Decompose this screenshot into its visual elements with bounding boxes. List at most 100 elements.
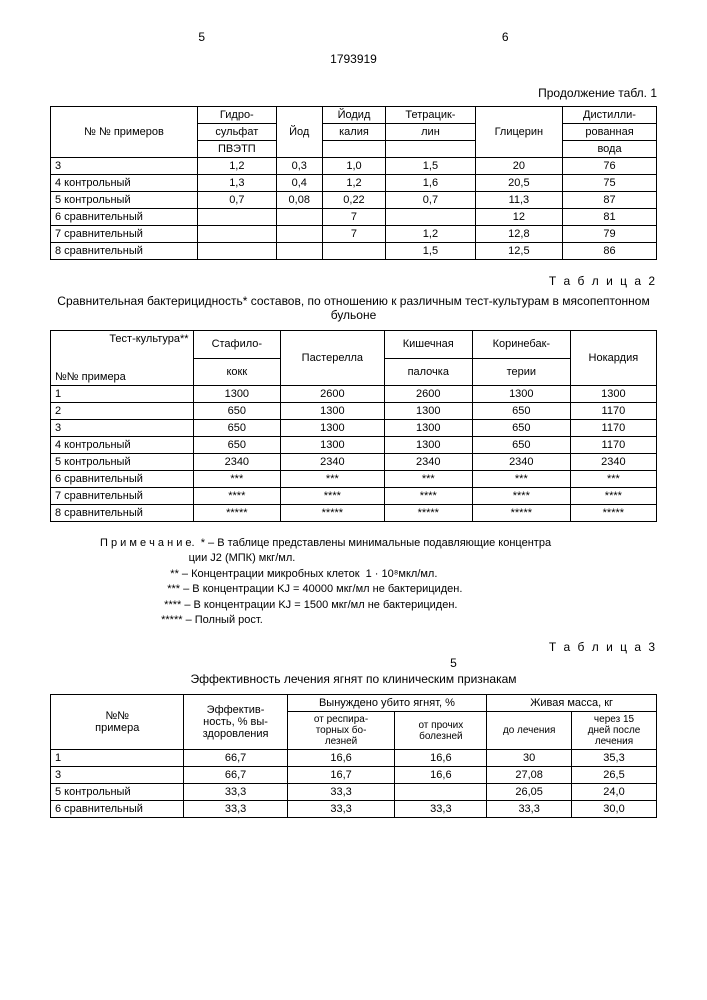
notes-block: П р и м е ч а н и е. * – В таблице предс… [100,536,657,628]
note-6: ***** – Полный рост. [100,613,657,628]
note-4: *** – В концентрации KJ = 40000 мкг/мл н… [100,582,657,597]
table-cell: 2600 [281,386,385,403]
table-cell: 16,6 [395,767,487,784]
table-row: 5 контрольный23402340234023402340 [51,454,657,471]
table-cell: 7 [322,209,385,226]
table-cell: 33,3 [184,784,287,801]
table-cell: ***** [570,505,656,522]
table1: № № примеров Гидро- Йод Йодид Тетрацик- … [50,106,657,260]
table-cell: 33,3 [487,801,572,818]
table-cell: 2340 [384,454,472,471]
table-cell: 5 контрольный [51,454,194,471]
t3-h-eff: Эффектив- ность, % вы- здоровления [184,695,287,750]
table-cell: 79 [563,226,657,243]
table-row: 5 контрольный33,333,326,0524,0 [51,784,657,801]
table-cell [276,226,322,243]
table-cell: 1170 [570,437,656,454]
t1-h-dist-b: рованная [563,124,657,141]
t2-h-past: Пастерелла [281,331,385,386]
table-cell: **** [570,488,656,505]
table-cell: 650 [193,403,281,420]
table-cell: 26,5 [572,767,657,784]
table2: Тест-культура** №№ примера Стафило- Паст… [50,330,657,522]
t3-h-after-b: дней после [588,725,641,736]
t1-h-tetra-a: Тетрацик- [386,107,476,124]
table-cell: 1300 [281,403,385,420]
t2-h-kish-a: Кишечная [384,331,472,359]
t3-h-eff-a: Эффектив- [207,704,265,716]
table-cell: 16,6 [395,750,487,767]
t2-diag-bot: №№ примера [55,371,126,383]
note-5: **** – В концентрации KJ = 1500 мкг/мл н… [100,598,657,613]
t2-h-korin-b: терии [472,358,570,386]
table-cell: 5 контрольный [51,784,184,801]
table-cell: 1300 [384,437,472,454]
t1-h-hydro-c: ПВЭТП [198,141,277,158]
table-cell: 0,22 [322,192,385,209]
table-cell: 66,7 [184,767,287,784]
t2-diag-top: Тест-культура** [109,333,188,345]
t2-h-diag: Тест-культура** №№ примера [51,331,194,386]
table-cell: 11,3 [475,192,562,209]
table-cell [395,784,487,801]
table-cell: 1,5 [386,243,476,260]
t3-h-num-a: №№ [105,710,129,722]
table-cell: 5 контрольный [51,192,198,209]
table-cell: **** [281,488,385,505]
page-num-right: 6 [502,30,509,44]
table-cell: 1 [51,750,184,767]
table-cell: 1300 [384,403,472,420]
table-row: 6 сравнительный*************** [51,471,657,488]
t1-h-hydro-a: Гидро- [198,107,277,124]
table-cell: 650 [472,420,570,437]
table-cell: 33,3 [287,784,395,801]
t3-h-killed: Вынуждено убито ягнят, % [287,695,487,712]
table-cell: 3 [51,420,194,437]
table-cell: ***** [281,505,385,522]
table-cell: 1170 [570,403,656,420]
table2-label: Т а б л и ц а 2 [50,274,657,288]
table-cell: 1,0 [322,158,385,175]
t1-h-hydro-b: сульфат [198,124,277,141]
table-cell: *** [384,471,472,488]
table-cell: 66,7 [184,750,287,767]
table-cell: 1,2 [322,175,385,192]
table-cell: 650 [193,437,281,454]
table-cell [276,209,322,226]
table-cell: 1,5 [386,158,476,175]
table-cell: 12 [475,209,562,226]
table-row: 3650130013006501170 [51,420,657,437]
t1-h-blank2 [386,141,476,158]
t1-h-tetra-b: лин [386,124,476,141]
note-1: П р и м е ч а н и е. * – В таблице предс… [100,536,657,551]
table-cell: 2340 [570,454,656,471]
t1-h-dist-c: вода [563,141,657,158]
t3-h-after-a: через 15 [594,714,634,725]
t2-h-staf-a: Стафило- [193,331,281,359]
table-cell: 75 [563,175,657,192]
table-cell: 12,8 [475,226,562,243]
table-cell [198,226,277,243]
table-row: 113002600260013001300 [51,386,657,403]
table-cell: 3 [51,158,198,175]
table-row: 31,20,31,01,52076 [51,158,657,175]
table-cell [322,243,385,260]
table-cell: 2340 [193,454,281,471]
table-cell: 1 [51,386,194,403]
table-cell: 1300 [281,437,385,454]
table-cell: 6 сравнительный [51,471,194,488]
table-cell: 87 [563,192,657,209]
table-row: 8 сравнительный************************* [51,505,657,522]
table-row: 4 контрольный650130013006501170 [51,437,657,454]
table-cell [386,209,476,226]
table3-small5: 5 [250,656,657,670]
table-cell: 1300 [281,420,385,437]
table-cell [198,209,277,226]
t3-h-resp: от респира- торных бо- лезней [287,712,395,750]
table-row: 7 сравнительный******************** [51,488,657,505]
table-row: 5 контрольный0,70,080,220,711,387 [51,192,657,209]
table-cell: 1300 [570,386,656,403]
t2-h-nok: Нокардия [570,331,656,386]
table-cell: 0,3 [276,158,322,175]
table-cell: 1300 [384,420,472,437]
